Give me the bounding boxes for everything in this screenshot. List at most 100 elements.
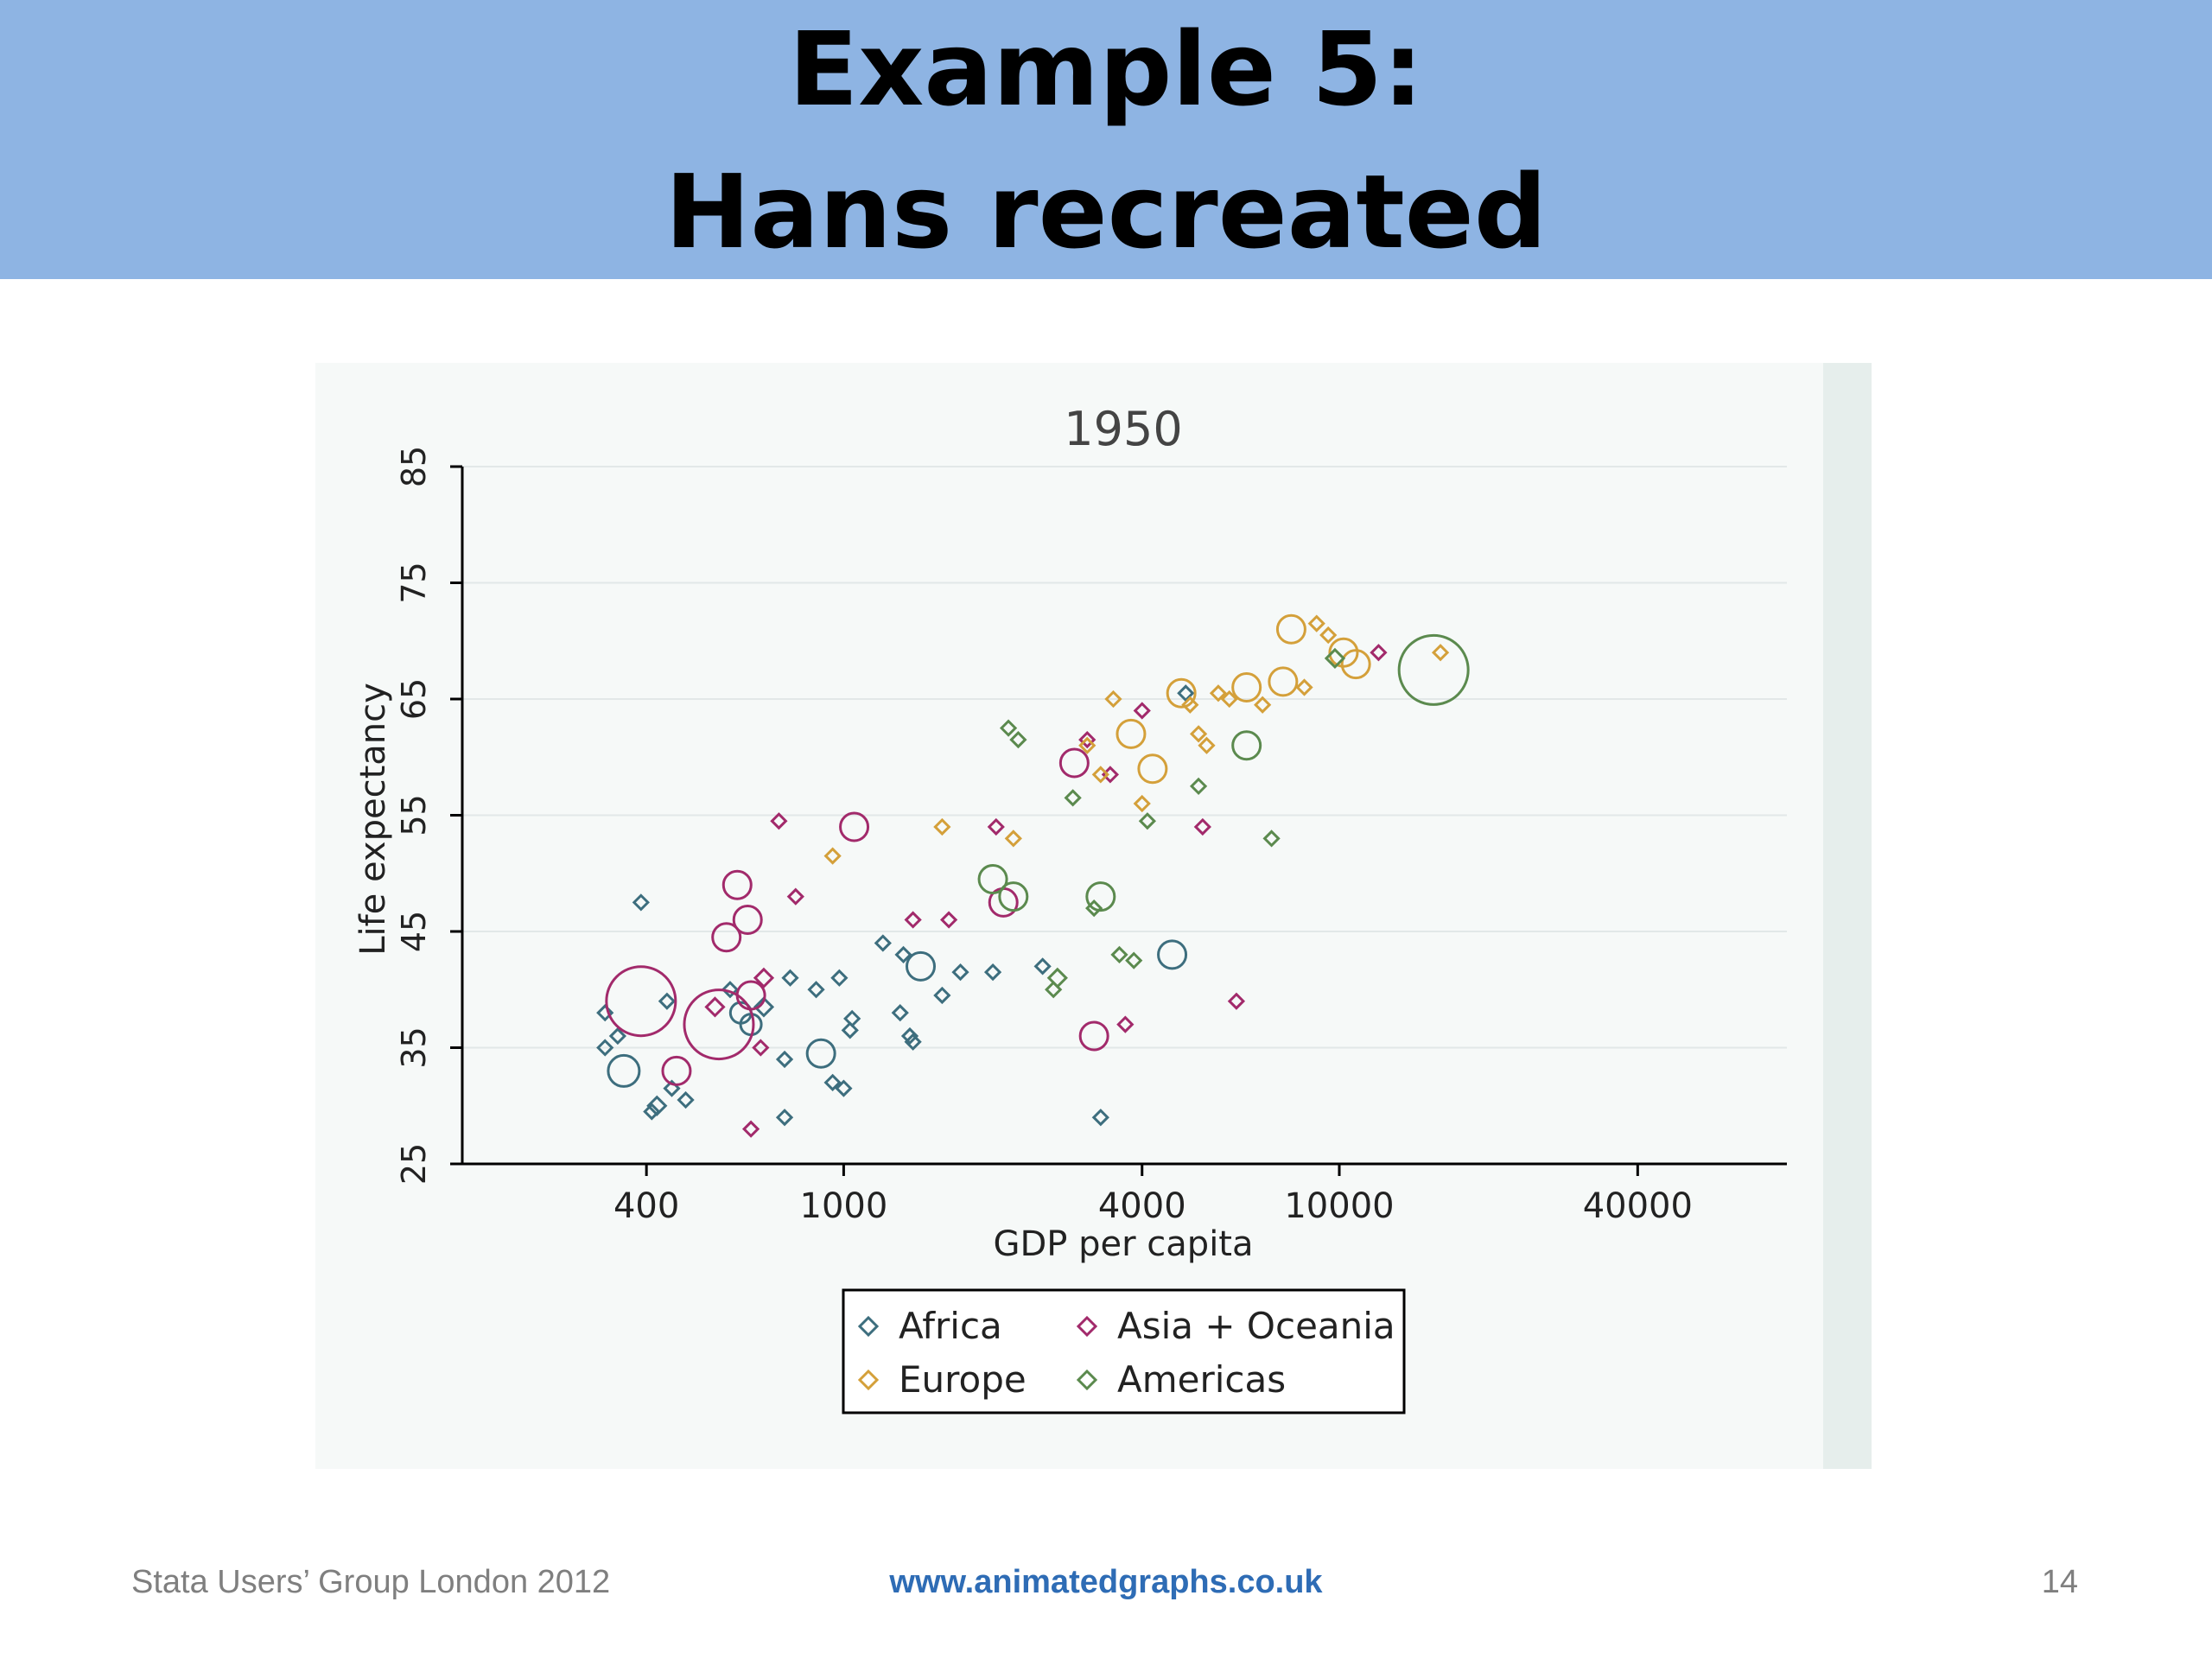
legend-label-americas: Americas [1117,1358,1286,1401]
data-point-asia-oceania [732,905,763,936]
data-point-asia-oceania [721,869,753,900]
y-tick-label: 85 [395,446,433,487]
data-point-europe [1275,613,1306,645]
data-point-americas [1262,830,1281,848]
data-point-asia-oceania [753,967,775,988]
data-point-europe [1166,677,1197,709]
data-point-asia-oceania [1133,702,1151,720]
data-point-europe [1328,637,1359,668]
data-point-asia-oceania [704,996,726,1018]
data-point-asia-oceania [752,1039,770,1057]
data-point-africa [805,1038,836,1069]
data-point-europe [1268,666,1299,697]
data-point-asia-oceania [987,817,1005,836]
chart-title: 1950 [1064,402,1182,456]
data-point-asia-oceania [1101,766,1120,784]
data-point-asia-oceania [1370,644,1388,662]
data-point-asia-oceania [741,1120,760,1138]
legend-box [842,1288,1406,1414]
x-tick-label: 400 [613,1186,679,1226]
data-point-americas [1064,789,1082,807]
data-point-asia-oceania [605,965,677,1038]
data-point-africa [596,1039,614,1057]
data-point-asia-oceania [839,811,870,842]
data-point-europe [1116,718,1147,749]
data-point-africa [1177,684,1195,702]
data-point-asia-oceania [735,980,766,1011]
data-point-asia-oceania [1116,1015,1135,1033]
legend-label-europe: Europe [899,1358,1027,1401]
data-point-africa [596,1004,614,1022]
data-point-europe [1340,649,1371,680]
data-point-africa [843,1009,861,1027]
data-point-europe [823,847,842,865]
data-point-americas [1397,633,1470,706]
legend-marker-asia-oceania [1076,1315,1098,1338]
data-points [596,613,1470,1138]
data-point-europe [1133,794,1151,813]
chart-panel-edge [1823,363,1872,1469]
footer-conference: Stata Users’ Group London 2012 [131,1564,611,1600]
data-point-africa [900,1027,919,1046]
data-point-americas [999,719,1018,737]
page-number: 14 [2041,1564,2078,1600]
legend-label-africa: Africa [899,1305,1002,1347]
data-point-africa [775,1050,794,1069]
data-point-africa [607,1053,641,1088]
data-point-asia-oceania [786,887,804,906]
data-point-europe [1078,736,1096,754]
data-point-africa [835,1079,853,1097]
data-point-africa [841,1021,859,1039]
data-point-americas [1324,647,1346,670]
data-point-americas [1085,899,1103,918]
data-point-asia-oceania [939,911,958,929]
data-point-americas [1189,777,1208,795]
data-point-africa [807,981,825,999]
data-point-asia-oceania [1193,817,1211,836]
data-point-africa [658,992,677,1010]
data-point-europe [1091,766,1109,784]
data-point-europe [1254,696,1272,714]
data-point-asia-oceania [1078,1020,1109,1052]
footer-website-link[interactable]: www.animatedgraphs.co.uk [889,1564,1323,1600]
data-point-africa [775,1109,794,1127]
axes: 25 35 45 55 65 75 85 400 1000 4000 10000 40000 [395,446,1787,1226]
slide-title-line-2: Hans recreated [664,152,1548,271]
data-point-africa [983,963,1002,982]
data-point-europe [1137,753,1168,785]
data-point-europe [1231,672,1262,703]
data-point-africa [632,893,650,912]
data-point-americas [1110,945,1128,964]
data-point-americas [1231,730,1262,761]
data-point-europe [933,817,951,836]
y-tick-label: 75 [395,562,433,603]
data-point-africa [663,1079,681,1097]
data-point-africa [608,1027,627,1046]
data-point-americas [1085,881,1116,912]
y-tick-label: 25 [395,1143,433,1185]
data-point-europe [1198,736,1216,754]
data-point-asia-oceania [711,922,742,953]
data-point-asia-oceania [1227,992,1246,1010]
data-point-europe [1181,696,1199,714]
y-tick-label: 65 [395,678,433,720]
data-point-americas [998,881,1029,912]
y-axis-label: Life expectancy [353,683,393,956]
data-point-europe [1431,644,1450,662]
legend-marker-americas [1076,1369,1098,1391]
gridlines [462,466,1787,1049]
data-point-americas [1125,951,1143,969]
data-point-africa [823,1073,842,1091]
y-tick-label: 45 [395,911,433,952]
data-point-africa [904,1033,922,1051]
data-point-africa [643,1103,661,1121]
data-point-africa [951,963,969,982]
data-point-europe [1104,690,1122,709]
data-point-americas [1009,730,1027,749]
data-point-asia-oceania [661,1055,692,1086]
title-banner: Example 5: Hans recreated [0,0,2212,279]
data-point-europe [1319,626,1338,645]
data-point-europe [1209,684,1228,702]
legend-marker-africa [857,1315,880,1338]
